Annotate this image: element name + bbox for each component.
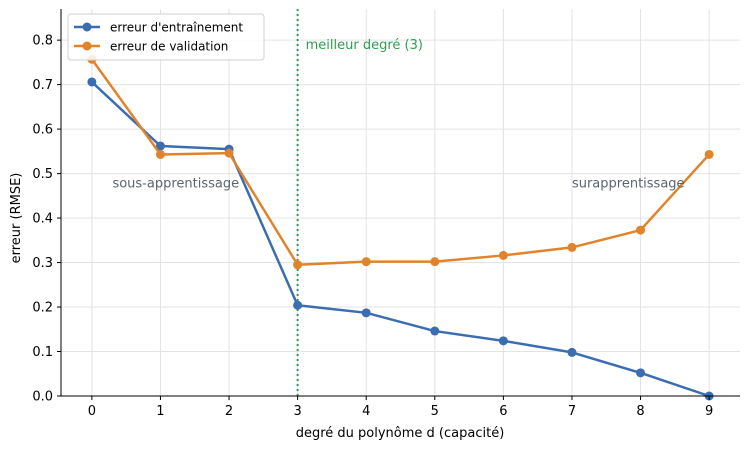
data-point (361, 308, 371, 318)
grid (61, 9, 740, 397)
y-tick-label: 0.8 (32, 34, 53, 49)
data-point (293, 300, 303, 310)
legend: erreur d'entraînement erreur de validatio… (67, 13, 265, 61)
y-tick-label: 0.0 (32, 390, 53, 405)
data-point (567, 242, 577, 252)
data-point (293, 260, 303, 270)
data-point (430, 257, 440, 267)
x-tick-label: 5 (431, 404, 439, 419)
data-point (87, 77, 97, 87)
data-point (498, 250, 508, 260)
x-tick-label: 0 (88, 404, 96, 419)
x-tick-label: 7 (568, 404, 576, 419)
y-tick-label: 0.1 (32, 345, 53, 360)
y-tick-label: 0.4 (32, 212, 53, 227)
y-tick-label: 0.7 (32, 78, 53, 93)
y-tick-label: 0.6 (32, 123, 53, 138)
legend-label: erreur d'entraînement (110, 21, 243, 35)
x-axis-label: degré du polynôme d (capacité) (296, 426, 505, 441)
annotation: surapprentissage (572, 176, 685, 191)
data-point (224, 148, 234, 158)
y-tick-label: 0.3 (32, 256, 53, 271)
best-degree-marker: meilleur degré (3) (296, 9, 423, 396)
y-tick-label: 0.5 (32, 167, 53, 182)
legend-marker (82, 41, 92, 51)
x-tick-label: 3 (293, 404, 301, 419)
axes: 0 1 2 3 4 5 6 7 8 9 0.0 0.1 0.2 0.3 0.4 0.5 0.6 0.7 0.8 (32, 9, 740, 419)
legend-item: erreur de validation (74, 40, 228, 54)
x-tick-label: 9 (705, 404, 713, 419)
data-point (567, 347, 577, 357)
y-tick-label: 0.2 (32, 301, 53, 316)
legend-box (67, 13, 265, 61)
y-axis-label: erreur (RMSE) (9, 173, 24, 264)
x-tick-label: 2 (225, 404, 233, 419)
data-point (704, 149, 714, 159)
x-tick-label: 1 (156, 404, 164, 419)
data-point (430, 326, 440, 336)
annotations: sous-apprentissage surapprentissage (112, 176, 684, 191)
legend-item: erreur d'entraînement (74, 21, 243, 35)
data-point (361, 257, 371, 267)
best-degree-label: meilleur degré (3) (306, 38, 423, 53)
data-point (498, 336, 508, 346)
data-point (155, 141, 165, 151)
series-1 (87, 77, 714, 401)
legend-marker (82, 22, 92, 32)
data-point (636, 225, 646, 235)
x-tick-label: 6 (499, 404, 507, 419)
legend-label: erreur de validation (110, 40, 228, 54)
series-line (90, 58, 711, 267)
data-point (155, 149, 165, 159)
series-2 (87, 54, 714, 270)
series-line (91, 81, 710, 398)
data-point (636, 368, 646, 378)
x-tick-label: 8 (636, 404, 644, 419)
series-group (87, 54, 714, 401)
annotation: sous-apprentissage (112, 176, 239, 191)
x-tick-label: 4 (362, 404, 370, 419)
